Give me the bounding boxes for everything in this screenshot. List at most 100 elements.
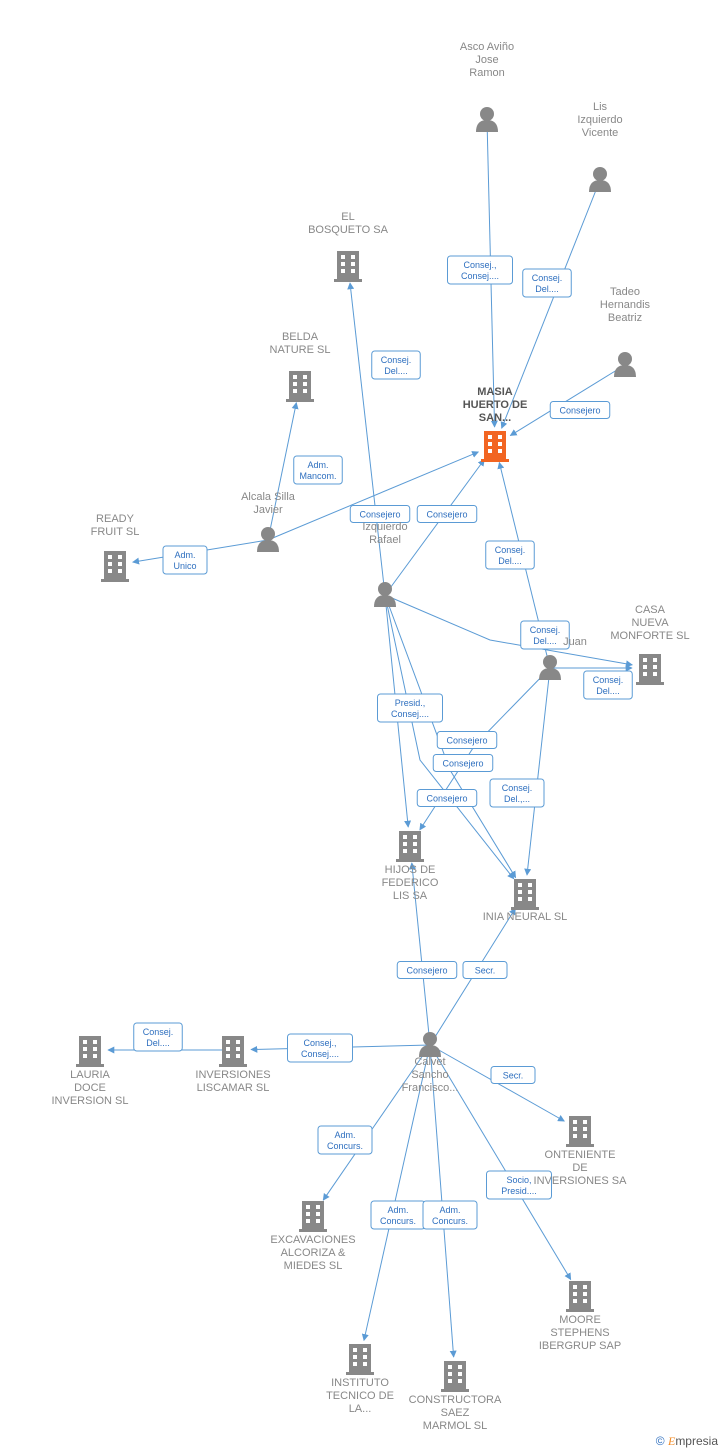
building-icon [76,1036,104,1067]
building-icon [636,654,664,685]
company-node[interactable] [566,1116,594,1147]
edge-label-text: Del.... [596,686,620,696]
company-node[interactable] [566,1281,594,1312]
node-label: SAN... [479,412,511,424]
node-label: MOORE [559,1314,601,1326]
node-label: LA... [349,1403,372,1415]
company-node[interactable] [219,1036,247,1067]
company-node[interactable] [441,1361,469,1392]
node-label: MASIA [477,386,513,398]
node-label: EL [341,211,354,223]
person-icon [419,1032,441,1057]
edge [385,595,632,665]
person-icon [257,527,279,552]
company-node[interactable] [346,1344,374,1375]
node-label: Beatriz [608,312,642,324]
node-label: ONTENIENTE [545,1149,616,1161]
node-label: INVERSIONES [195,1069,270,1081]
edge-label-text: Consejero [446,736,487,746]
node-label: MONFORTE SL [610,630,689,642]
person-node[interactable] [419,1032,441,1057]
company-node[interactable] [396,831,424,862]
node-label: Izquierdo [362,521,407,533]
company-node[interactable] [101,551,129,582]
node-label: Ramon [469,67,504,79]
node-label: STEPHENS [550,1327,609,1339]
edge-label-text: Del.... [384,366,408,376]
edge-label-text: Presid., [395,698,426,708]
edge [502,180,600,428]
edge-label-text: Consejero [559,406,600,416]
company-node[interactable] [511,879,539,910]
person-icon [589,167,611,192]
person-icon [614,352,636,377]
node-label: SAEZ [441,1407,470,1419]
company-node[interactable] [286,371,314,402]
company-node[interactable] [299,1201,327,1232]
building-icon [566,1116,594,1147]
edge-label-text: Consej. [593,675,624,685]
person-node[interactable] [257,527,279,552]
edge-label-text: Consej.... [391,709,429,719]
person-node[interactable] [614,352,636,377]
building-icon [219,1036,247,1067]
company-node[interactable] [481,431,509,462]
node-label: Izquierdo [577,114,622,126]
edge [350,283,385,595]
edge-label-text: Del.... [498,556,522,566]
edge-label-text: Concurs. [327,1141,363,1151]
node-label: EXCAVACIONES [270,1234,355,1246]
company-node[interactable] [334,251,362,282]
node-label: LAURIA [70,1069,110,1081]
node-label: LIS SA [393,890,428,902]
node-label: DE [572,1162,587,1174]
edge-label-text: Unico [173,561,196,571]
company-node[interactable] [636,654,664,685]
edge-label-text: Consejero [442,759,483,769]
node-label: BOSQUETO SA [308,224,389,236]
node-label: ALCORIZA & [281,1247,346,1259]
node-label: Juan [563,636,587,648]
edge-label-text: Del.... [533,636,557,646]
node-label: Asco Aviño [460,41,514,53]
footer-copyright: © Empresia [656,1434,718,1449]
person-node[interactable] [589,167,611,192]
company-node[interactable] [76,1036,104,1067]
node-label: DOCE [74,1082,106,1094]
edge-label-text: Del.... [146,1038,170,1048]
person-node[interactable] [374,582,396,607]
node-label: Hernandis [600,299,651,311]
edge-label-text: Adm. [387,1205,408,1215]
edge [510,365,625,436]
edge-label-text: Consej., [463,260,496,270]
node-label: INVERSIONES SA [534,1175,628,1187]
building-icon [346,1344,374,1375]
node-label: Francisco... [402,1082,459,1094]
node-label: Calvet [414,1056,445,1068]
edge-label-text: Adm. [439,1205,460,1215]
node-label: CONSTRUCTORA [409,1394,502,1406]
building-icon [299,1201,327,1232]
building-icon [511,879,539,910]
node-label: Javier [253,504,283,516]
edge-label-text: Consejero [359,510,400,520]
node-label: Rafael [369,534,401,546]
building-icon [334,251,362,282]
edge [268,403,296,540]
copyright-symbol: © [656,1434,665,1448]
edge-label-text: Consej. [381,355,412,365]
node-label: FRUIT SL [91,526,140,538]
relationship-graph: Consej.,Consej....Consej.Del....Consejer… [0,0,728,1455]
node-label: BELDA [282,331,319,343]
node-label: INSTITUTO [331,1377,389,1389]
edge-label-text: Adm. [334,1130,355,1140]
edge-label-text: Consejero [426,794,467,804]
edge-label-text: Secr. [475,966,496,976]
edge-label-text: Consejero [406,966,447,976]
node-label: TECNICO DE [326,1390,394,1402]
building-icon [286,371,314,402]
node-label: Alcala Silla [241,491,296,503]
edge-label-text: Consej., [303,1038,336,1048]
brand-rest: mpresia [675,1434,718,1448]
person-node[interactable] [476,107,498,132]
